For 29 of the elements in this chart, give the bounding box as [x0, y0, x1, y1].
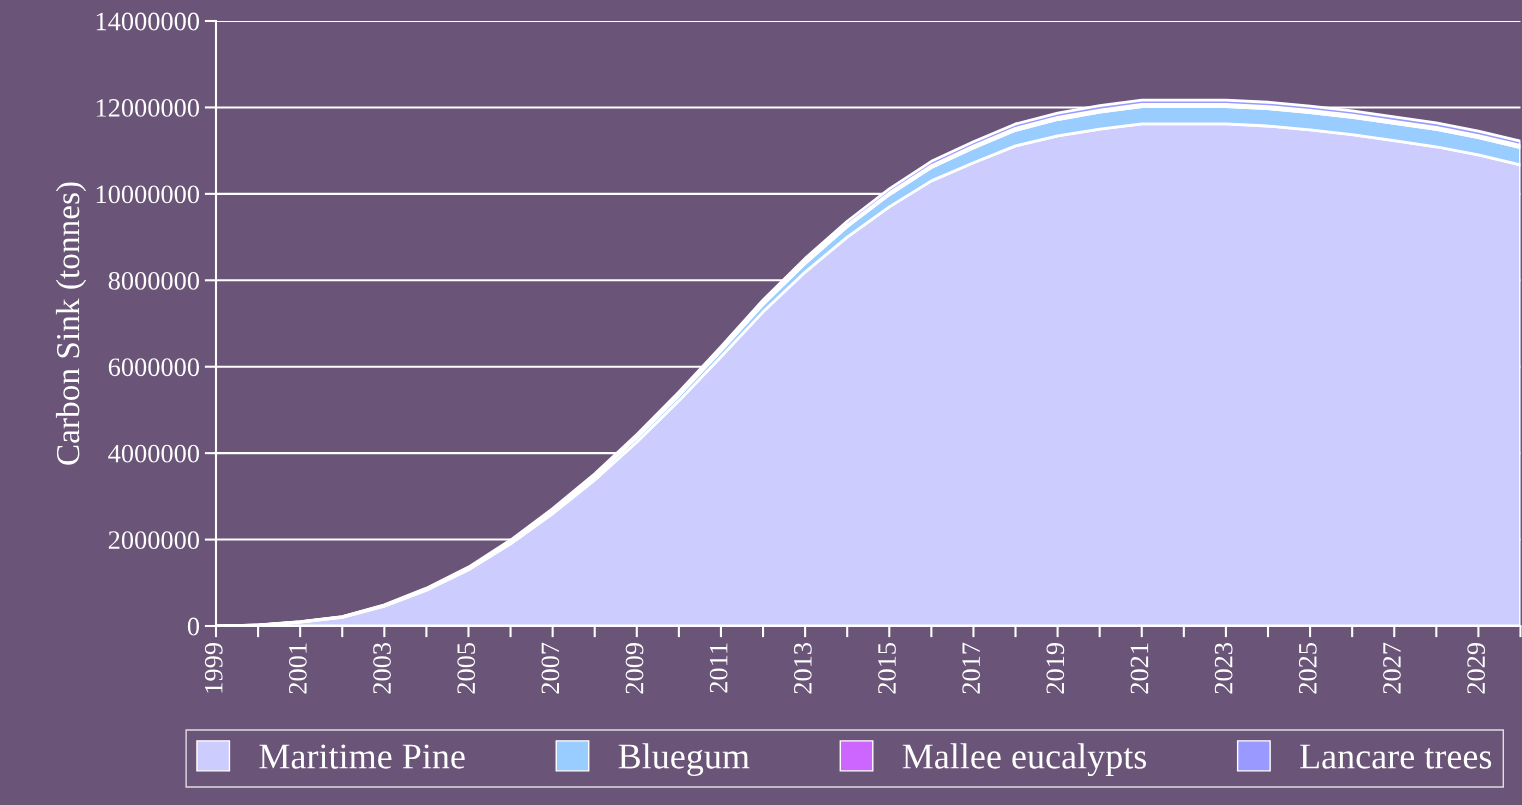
x-tick-label: 2001: [288, 643, 307, 694]
x-tick-label: 2025: [1298, 643, 1317, 694]
y-tick-label: 2000000: [108, 531, 200, 549]
y-tick-label: 8000000: [108, 271, 200, 290]
y-tick-label: 6000000: [108, 358, 200, 377]
y-tick-label: 0: [187, 617, 200, 636]
x-tick-label: 2007: [541, 642, 560, 694]
x-tick-label: 2003: [373, 643, 391, 694]
x-tick-label: 2029: [1467, 643, 1485, 694]
y-tick-label: 12000000: [96, 99, 200, 117]
x-tick-label: 2017: [962, 642, 981, 694]
x-tick-label: 2005: [457, 643, 476, 694]
x-tick-label: 1999: [204, 643, 223, 693]
y-tick-label: 10000000: [96, 185, 200, 204]
y-tick-label: 4000000: [108, 444, 200, 463]
x-tick-label: 2027: [1383, 642, 1401, 694]
y-axis-title: Carbon Sink (tonnes): [55, 182, 87, 465]
x-tick-label: 2009: [625, 643, 644, 694]
x-tick-label: 2021: [1130, 643, 1149, 694]
x-tick-label: 2023: [1214, 643, 1233, 694]
x-tick-label: 2015: [878, 643, 896, 694]
legend-label: Mallee eucalypts: [902, 743, 1147, 777]
legend-label: Maritime Pine: [259, 744, 465, 769]
x-tick-label: 2013: [793, 643, 812, 694]
legend-label: Bluegum: [618, 743, 750, 777]
x-tick-label: 2019: [1046, 643, 1065, 694]
y-tick-label: 14000000: [96, 12, 200, 31]
x-tick-label: 2011: [709, 643, 728, 693]
legend-label: Lancare trees: [1300, 744, 1492, 769]
